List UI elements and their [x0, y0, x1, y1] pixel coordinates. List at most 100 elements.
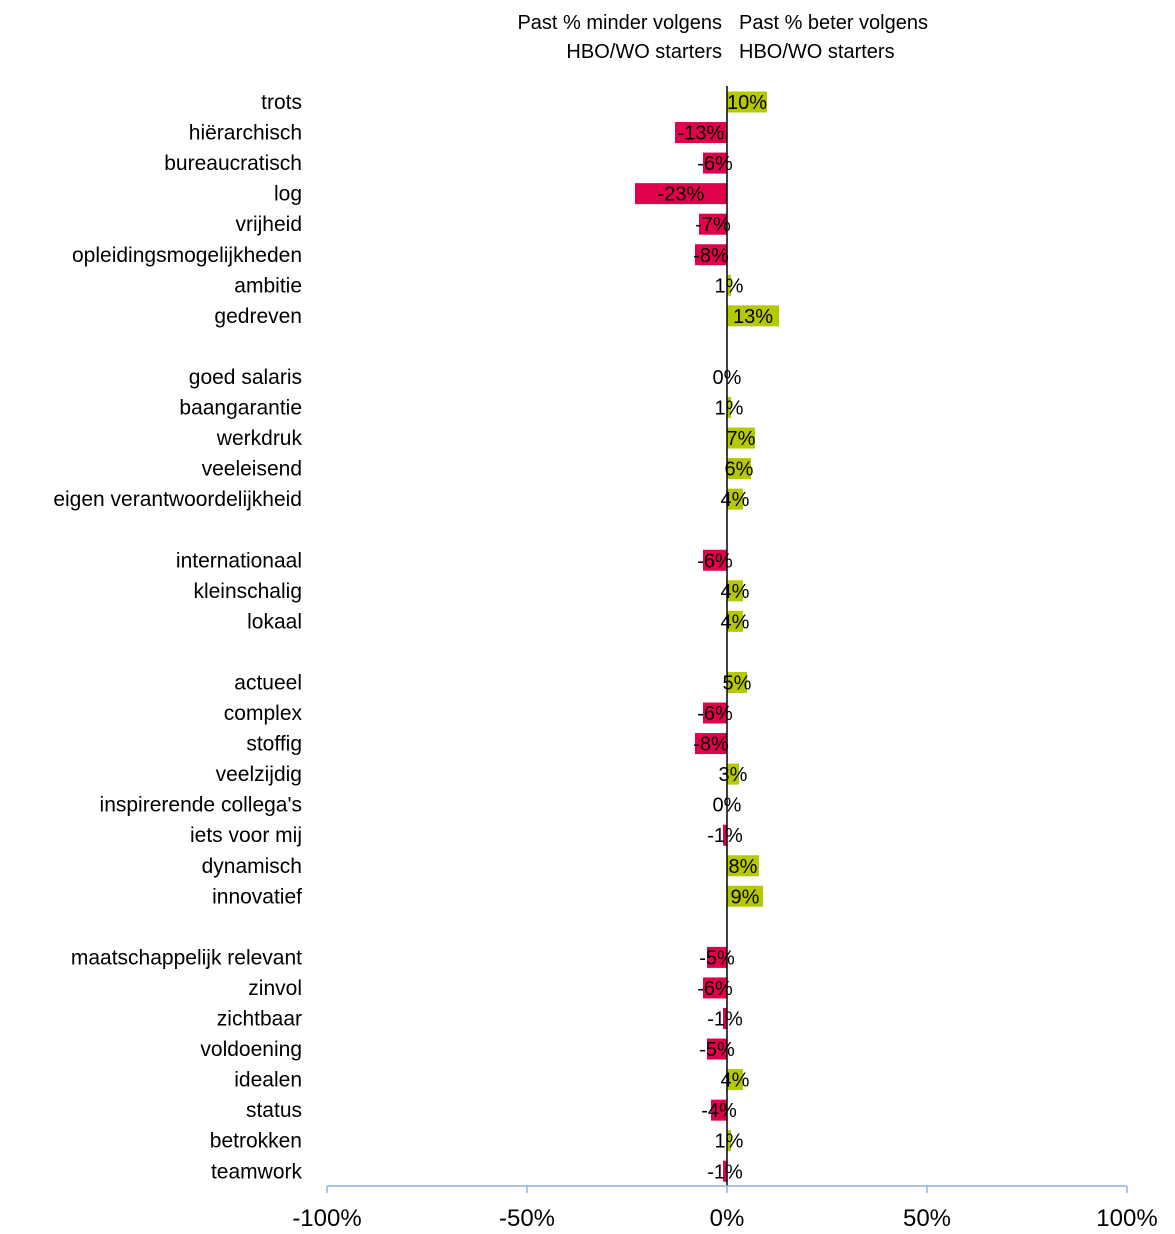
value-label: -6%: [697, 550, 733, 572]
category-label: maatschappelijk relevant: [71, 946, 302, 969]
bar: [727, 427, 755, 449]
category-label: betrokken: [210, 1130, 302, 1153]
bar: [723, 1008, 727, 1029]
value-label: -6%: [697, 703, 733, 725]
category-label: internationaal: [176, 549, 302, 572]
value-label: -8%: [693, 734, 729, 756]
bar: [727, 1069, 743, 1091]
category-label: innovatief: [212, 885, 302, 908]
category-label: veelzijdig: [216, 763, 302, 786]
bar: [635, 183, 727, 205]
value-label: 1%: [715, 275, 744, 297]
category-label: teamwork: [211, 1160, 303, 1183]
value-label: 4%: [721, 489, 750, 511]
value-label: 7%: [727, 428, 756, 450]
category-label: idealen: [234, 1069, 302, 1092]
chart-headers: Past % minder volgens HBO/WO starters Pa…: [517, 12, 928, 63]
category-labels: trots hiërarchisch bureaucratisch log vrijhe…: [53, 91, 302, 1183]
bar: [727, 610, 743, 632]
value-label: 1%: [715, 1131, 744, 1153]
category-label: actueel: [234, 671, 302, 694]
x-tick-label: -50%: [499, 1205, 555, 1232]
category-label: werkdruk: [216, 427, 303, 450]
value-label: 4%: [721, 611, 750, 633]
category-label: stoffig: [246, 733, 302, 756]
category-label: iets voor mij: [190, 824, 302, 847]
value-label: 8%: [729, 856, 758, 878]
bar: [727, 855, 759, 877]
value-label: -1%: [707, 825, 743, 847]
category-label: vrijheid: [235, 213, 302, 236]
x-tick-label: 50%: [903, 1205, 951, 1232]
category-label: ambitie: [234, 274, 302, 297]
bar: [703, 702, 727, 724]
category-label: bureaucratisch: [164, 152, 302, 175]
value-label: 5%: [723, 672, 752, 694]
category-label: log: [274, 183, 302, 206]
category-label: veeleisend: [202, 458, 302, 481]
header-left-line-2: HBO/WO starters: [566, 41, 722, 63]
header-left-line-1: Past % minder volgens: [517, 12, 722, 34]
value-label: 3%: [719, 764, 748, 786]
value-label: -4%: [701, 1100, 737, 1122]
category-label: complex: [224, 702, 303, 725]
bar: [723, 824, 727, 846]
value-label: -1%: [707, 1009, 743, 1031]
category-label: goed salaris: [189, 366, 302, 389]
category-label: gedreven: [214, 305, 302, 328]
bar: [727, 458, 751, 480]
category-label: hiërarchisch: [189, 122, 302, 145]
bar: [727, 305, 779, 327]
bar: [707, 946, 727, 968]
bar: [727, 274, 731, 296]
header-right-line-1: Past % beter volgens: [739, 12, 928, 34]
category-label: trots: [261, 91, 302, 114]
bar: [727, 763, 739, 785]
value-label: -5%: [699, 1039, 735, 1061]
value-label: 9%: [731, 886, 760, 908]
bar: [727, 91, 767, 113]
value-label: -7%: [695, 214, 731, 236]
bar: [727, 397, 731, 418]
category-label: zichtbaar: [217, 1008, 302, 1031]
value-labels: 10%-13%-6%-23%-7%-8%1%13%0%1%7%6%4%-6%4%…: [658, 92, 774, 1183]
value-label: 13%: [733, 306, 773, 328]
category-label: baangarantie: [179, 397, 302, 420]
bar: [703, 152, 727, 174]
axes: -100% -50% 0% 50% 100%: [292, 86, 1158, 1232]
value-label: -23%: [658, 184, 705, 206]
value-label: 4%: [721, 1070, 750, 1092]
bar: [703, 977, 727, 999]
bar: [727, 580, 743, 602]
bar: [695, 244, 727, 266]
category-label: status: [246, 1099, 302, 1122]
x-tick-label: 0%: [710, 1205, 745, 1232]
bar: [703, 549, 727, 571]
category-label: zinvol: [248, 977, 302, 1000]
bar: [695, 733, 727, 755]
value-label: 1%: [715, 398, 744, 420]
bar: [727, 488, 743, 510]
value-label: -6%: [697, 978, 733, 1000]
x-tick-label: -100%: [292, 1205, 361, 1232]
value-label: -13%: [678, 123, 725, 145]
x-tick-label: 100%: [1096, 1205, 1157, 1232]
bars-layer: [635, 91, 779, 1182]
bar: [723, 1160, 727, 1182]
value-label: 10%: [727, 92, 767, 114]
category-label: lokaal: [247, 610, 302, 633]
bar: [711, 1099, 727, 1121]
value-label: -1%: [707, 1161, 743, 1183]
category-label: opleidingsmogelijkheden: [72, 244, 302, 267]
bar: [707, 1038, 727, 1060]
bar: [727, 885, 763, 907]
value-label: 4%: [721, 581, 750, 603]
bar: [727, 1130, 731, 1152]
value-label: -8%: [693, 245, 729, 267]
category-label: voldoening: [200, 1038, 302, 1061]
category-label: kleinschalig: [193, 580, 302, 603]
bar: [699, 213, 727, 235]
bar: [675, 122, 727, 144]
header-right-line-2: HBO/WO starters: [739, 41, 895, 63]
